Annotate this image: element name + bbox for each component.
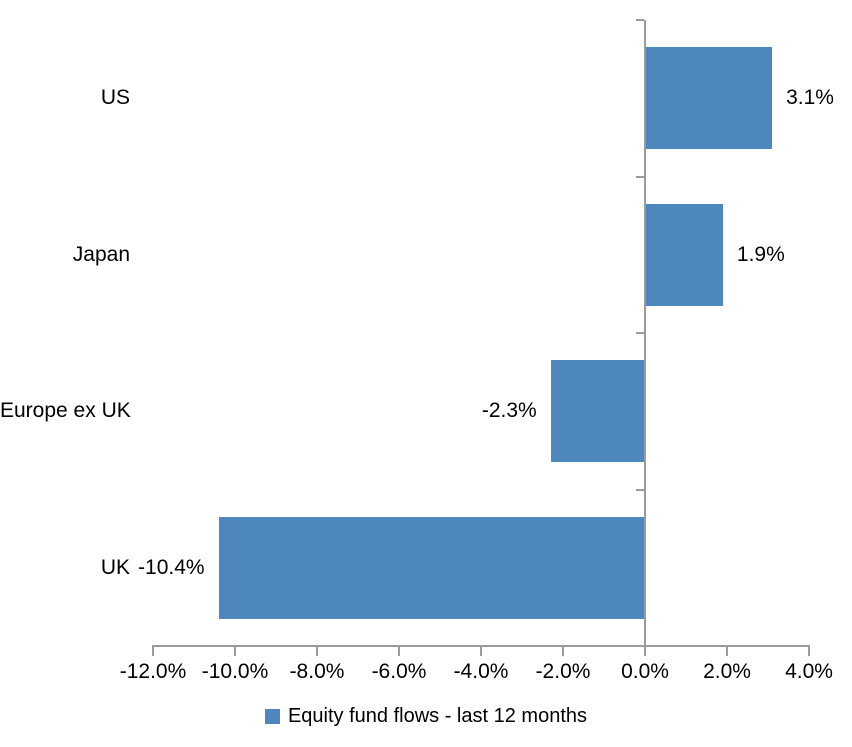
legend-label: Equity fund flows - last 12 months <box>287 705 588 727</box>
y-axis-tick <box>636 645 644 647</box>
x-axis-tick <box>480 646 482 656</box>
x-tick-label: -10.0% <box>201 660 269 683</box>
x-axis-tick <box>398 646 400 656</box>
bar-uk <box>218 516 645 619</box>
category-label-uk: UK <box>100 555 130 579</box>
x-axis-tick <box>562 646 564 656</box>
value-label: -10.4% <box>138 555 205 579</box>
legend-swatch-icon <box>264 709 280 724</box>
value-label: 1.9% <box>736 242 785 266</box>
x-tick-label: 2.0% <box>703 660 751 683</box>
x-axis-tick <box>234 646 236 656</box>
category-label-europe-ex-uk: Europe ex UK <box>0 399 131 423</box>
y-axis-tick <box>636 19 644 21</box>
x-axis-tick <box>644 646 646 656</box>
x-axis-tick <box>152 646 154 656</box>
value-label: -2.3% <box>481 399 537 423</box>
x-tick-label: 0.0% <box>621 660 669 683</box>
x-tick-label: 4.0% <box>785 660 833 683</box>
category-label-us: US <box>100 86 130 110</box>
y-axis-tick <box>636 488 644 491</box>
legend: Equity fund flows - last 12 months <box>0 705 852 728</box>
y-axis-tick <box>636 332 644 334</box>
y-axis-tick <box>636 175 644 178</box>
x-axis-tick <box>726 646 728 656</box>
bar-europe-ex-uk <box>550 360 645 463</box>
x-axis-tick <box>808 646 810 656</box>
bar-japan <box>645 203 723 306</box>
value-label: 3.1% <box>786 86 834 110</box>
x-tick-label: -4.0% <box>453 660 509 683</box>
category-label-japan: Japan <box>72 242 130 266</box>
x-tick-label: -6.0% <box>371 660 427 683</box>
bar-us <box>645 47 773 150</box>
x-tick-label: -2.0% <box>535 660 591 683</box>
x-axis-tick <box>316 646 318 656</box>
x-tick-label: -12.0% <box>119 660 187 683</box>
x-tick-label: -8.0% <box>289 660 345 683</box>
y-axis-line <box>644 20 646 646</box>
